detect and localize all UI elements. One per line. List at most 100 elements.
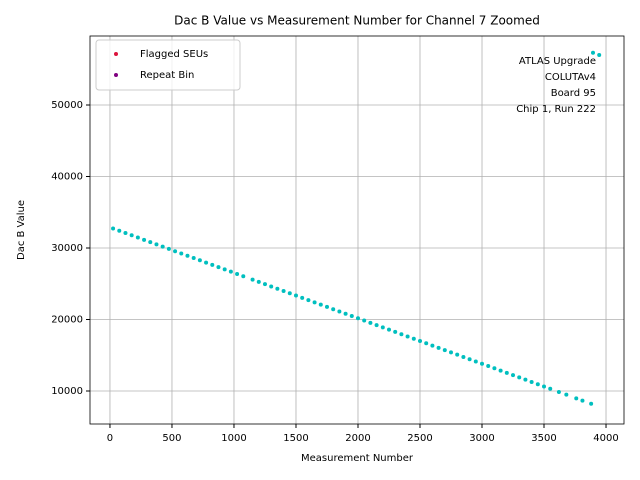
- point: [154, 242, 159, 247]
- point: [204, 260, 209, 265]
- point: [324, 304, 329, 309]
- x-tick-label: 1000: [221, 433, 246, 444]
- x-tick-label: 2500: [407, 433, 432, 444]
- legend-label: Flagged SEUs: [140, 49, 208, 60]
- point: [564, 392, 569, 397]
- point: [589, 401, 594, 406]
- y-tick-label: 20000: [51, 315, 83, 326]
- point: [430, 343, 435, 348]
- point: [436, 345, 441, 350]
- point: [355, 316, 360, 321]
- point: [275, 286, 280, 291]
- point: [343, 311, 348, 316]
- point: [216, 265, 221, 270]
- point: [293, 293, 298, 298]
- point: [179, 251, 184, 256]
- y-tick-label: 30000: [51, 243, 83, 254]
- point: [228, 269, 233, 274]
- legend-label: Repeat Bin: [140, 70, 194, 81]
- point: [517, 375, 522, 380]
- point: [374, 323, 379, 328]
- point: [486, 364, 491, 369]
- point: [241, 274, 246, 279]
- point: [117, 228, 122, 233]
- point: [349, 314, 354, 319]
- point: [480, 361, 485, 366]
- annotation: ATLAS Upgrade: [519, 56, 596, 67]
- point: [281, 289, 286, 294]
- x-tick-label: 4000: [593, 433, 618, 444]
- point: [191, 256, 196, 261]
- chart-title: Dac B Value vs Measurement Number for Ch…: [174, 14, 540, 28]
- x-tick-label: 0: [107, 433, 113, 444]
- point: [250, 277, 255, 282]
- point: [111, 226, 116, 231]
- x-tick-label: 2000: [345, 433, 370, 444]
- x-axis-label: Measurement Number: [301, 453, 414, 464]
- x-tick-label: 3000: [469, 433, 494, 444]
- point: [160, 244, 165, 249]
- point: [504, 370, 509, 375]
- point: [256, 279, 261, 284]
- point: [523, 377, 528, 382]
- annotation: Board 95: [551, 88, 596, 99]
- point: [318, 302, 323, 307]
- point: [580, 398, 585, 403]
- point: [300, 295, 305, 300]
- annotation: Chip 1, Run 222: [516, 104, 596, 115]
- legend-marker: [114, 52, 118, 56]
- point: [312, 300, 317, 305]
- point: [262, 282, 267, 287]
- point: [222, 267, 227, 272]
- point: [129, 233, 134, 238]
- point: [210, 262, 215, 267]
- point: [362, 318, 367, 323]
- y-axis-label: Dac B Value: [16, 200, 27, 260]
- point: [368, 320, 373, 325]
- point: [417, 339, 422, 344]
- point: [529, 379, 534, 384]
- point: [492, 366, 497, 371]
- point: [386, 327, 391, 332]
- point: [135, 235, 140, 240]
- plot-frame: [89, 35, 625, 425]
- point: [399, 332, 404, 337]
- point: [142, 237, 147, 242]
- point: [306, 298, 311, 303]
- point: [269, 284, 274, 289]
- point: [556, 389, 561, 394]
- legend-frame: [95, 39, 241, 91]
- y-tick-label: 40000: [51, 171, 83, 182]
- point: [380, 325, 385, 330]
- point: [574, 396, 579, 401]
- point: [449, 350, 454, 355]
- point: [411, 336, 416, 341]
- point: [185, 253, 190, 258]
- point: [287, 291, 292, 296]
- point: [393, 329, 398, 334]
- point: [337, 309, 342, 314]
- point: [123, 230, 128, 235]
- point: [331, 307, 336, 312]
- point: [535, 382, 540, 387]
- point: [511, 373, 516, 378]
- point: [424, 341, 429, 346]
- point: [590, 50, 595, 55]
- point: [405, 334, 410, 339]
- point: [548, 386, 553, 391]
- point: [173, 249, 178, 254]
- point: [442, 348, 447, 353]
- y-tick-label: 10000: [51, 386, 83, 397]
- point: [166, 246, 171, 251]
- legend-marker: [114, 73, 118, 77]
- point: [467, 357, 472, 362]
- point: [148, 240, 153, 245]
- point: [197, 258, 202, 263]
- annotation: COLUTAv4: [545, 72, 596, 83]
- point: [235, 271, 240, 276]
- point: [498, 368, 503, 373]
- x-tick-label: 500: [162, 433, 181, 444]
- y-tick-label: 50000: [51, 100, 83, 111]
- x-tick-label: 3500: [531, 433, 556, 444]
